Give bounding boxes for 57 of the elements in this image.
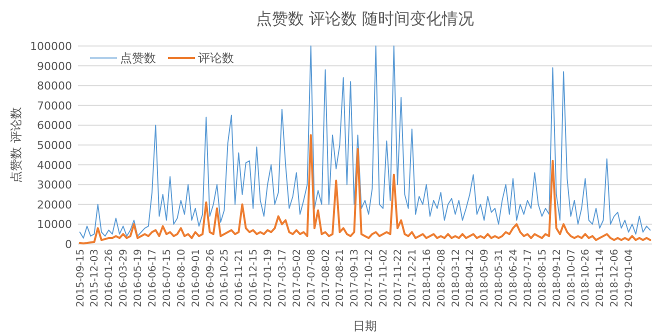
- y-axis-title: 点赞数 评论数: [9, 107, 23, 183]
- x-tick-label: 2018-10-26: [580, 249, 592, 308]
- x-tick-label: 2018-11-14: [595, 249, 606, 308]
- x-tick-label: 2018-05-09: [480, 249, 491, 308]
- chart-title: 点赞数 评论数 随时间变化情况: [256, 9, 474, 28]
- x-tick-label: 2018-06-24: [508, 249, 520, 308]
- y-tick-label: 0: [65, 238, 72, 251]
- x-tick-label: 2015-12-03: [90, 249, 101, 308]
- x-tick-label: 2017-08-02: [320, 249, 332, 308]
- y-tick-label: 60000: [37, 119, 72, 132]
- x-tick-label: 2018-05-31: [494, 249, 506, 308]
- x-tick-label: 2016-12-15: [248, 249, 260, 308]
- x-tick-label: 2015-09-15: [75, 249, 86, 308]
- x-tick-label: 2017-01-19: [263, 249, 274, 308]
- x-tick-label: 2017-05-02: [292, 249, 303, 308]
- x-tick-label: 2019-01-04: [624, 249, 636, 308]
- x-tick-label: 2016-06-17: [148, 249, 159, 308]
- x-tick-label: 2016-10-25: [220, 249, 231, 308]
- y-tick-label: 80000: [37, 80, 72, 93]
- y-tick-label: 10000: [37, 218, 72, 232]
- line-series: [78, 134, 652, 244]
- line-series: [79, 46, 651, 239]
- x-tick-label: 2018-12-06: [610, 249, 621, 308]
- x-tick-label: 2016-09-26: [205, 249, 216, 308]
- x-tick-label: 2017-11-02: [378, 249, 390, 308]
- x-tick-label: 2017-08-21: [335, 249, 346, 308]
- x-tick-label: 2017-03-17: [277, 249, 288, 308]
- y-tick-label: 100000: [30, 40, 72, 53]
- x-tick-label: 2017-07-08: [306, 249, 318, 308]
- x-tick-label: 2016-05-19: [133, 249, 144, 308]
- x-tick-label: 2018-01-16: [422, 249, 433, 308]
- x-tick-label: 2017-10-12: [364, 249, 376, 308]
- y-tick-label: 30000: [37, 178, 72, 192]
- x-tick-label: 2018-07-17: [522, 249, 534, 308]
- x-tick-label: 2018-10-07: [566, 249, 578, 308]
- x-tick-label: 2017-12-21: [407, 249, 418, 308]
- x-tick-label: 2016-01-26: [104, 249, 116, 308]
- x-tick-label: 2016-09-01: [190, 249, 202, 308]
- x-tick-label: 2016-03-29: [118, 249, 130, 308]
- x-axis-title: 日期: [353, 319, 377, 333]
- x-tick-label: 2017-11-22: [392, 249, 404, 308]
- y-tick-label: 20000: [37, 198, 72, 212]
- y-tick-label: 40000: [37, 158, 72, 172]
- x-tick-label: 2016-11-21: [234, 249, 246, 308]
- x-tick-label: 2018-08-15: [537, 249, 548, 308]
- x-tick-label: 2016-08-10: [176, 249, 188, 308]
- x-tick-label: 2018-04-12: [465, 249, 476, 308]
- legend-label: 评论数: [198, 51, 234, 65]
- x-tick-label: 2018-02-08: [436, 249, 448, 308]
- legend-label: 点赞数: [120, 51, 156, 65]
- y-tick-label: 70000: [37, 99, 72, 112]
- x-tick-label: 2018-09-12: [552, 249, 563, 308]
- x-tick-label: 2016-07-15: [162, 249, 173, 308]
- x-tick-label: 2017-09-13: [350, 249, 361, 308]
- y-tick-label: 50000: [37, 139, 72, 152]
- y-tick-label: 90000: [37, 60, 72, 73]
- x-tick-label: 2018-03-12: [450, 249, 462, 308]
